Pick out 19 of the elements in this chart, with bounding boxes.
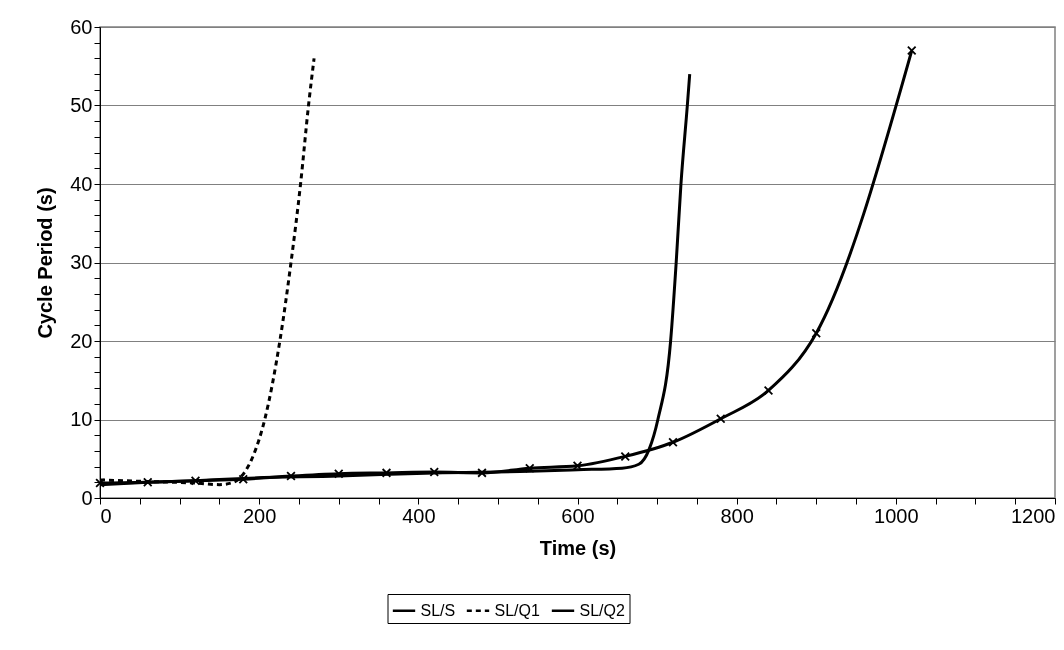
y-tick-label: 60 xyxy=(70,15,93,38)
x-tick-label: 600 xyxy=(561,504,595,527)
legend-label: SL/Q2 xyxy=(579,601,625,619)
x-tick-label: 400 xyxy=(402,504,436,527)
x-tick-label: 1200 xyxy=(1011,504,1056,527)
y-tick-label: 10 xyxy=(70,408,93,430)
x-tick-label: 0 xyxy=(100,504,112,527)
y-tick-label: 20 xyxy=(70,329,93,352)
x-tick-label: 200 xyxy=(242,504,277,527)
y-tick-label: 0 xyxy=(81,486,93,509)
x-tick-label: 1000 xyxy=(874,504,919,527)
x-axis-title: Time (s) xyxy=(539,536,617,559)
x-tick-label: 800 xyxy=(720,504,754,527)
legend-label: SL/S xyxy=(420,601,456,619)
y-tick-label: 50 xyxy=(70,94,93,116)
legend-label: SL/Q1 xyxy=(494,601,540,619)
y-tick-label: 30 xyxy=(70,251,93,273)
y-tick-label: 40 xyxy=(70,172,93,195)
y-axis-title: Cycle Period (s) xyxy=(34,187,57,339)
